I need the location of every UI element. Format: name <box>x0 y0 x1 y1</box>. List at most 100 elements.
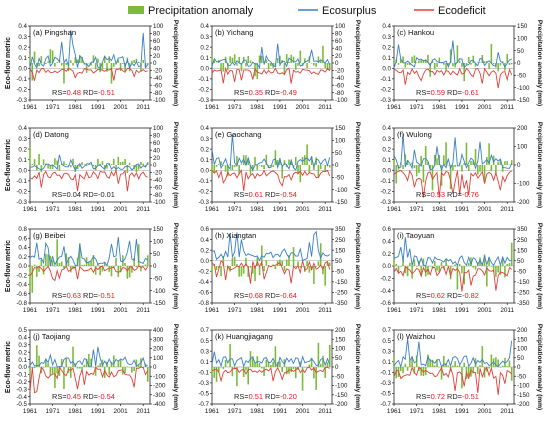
y2-tick-label: -200 <box>335 401 348 408</box>
y2-tick-label: 0 <box>153 364 157 371</box>
y2-tick-label: 350 <box>517 226 528 233</box>
x-tick-label: 1981 <box>68 104 83 111</box>
precip-bar <box>247 158 250 165</box>
ecodeficit-line <box>393 67 513 89</box>
precip-bar <box>456 266 459 290</box>
y-tick-label: 0.2 <box>200 44 209 51</box>
legend-precip-swatch <box>128 6 144 14</box>
y-tick-label: -0.2 <box>380 189 391 196</box>
precip-bar <box>101 63 104 70</box>
precip-bar <box>227 366 229 368</box>
x-tick-label: 2011 <box>318 408 332 415</box>
y-tick-label: -0.2 <box>16 189 27 196</box>
precip-bar <box>420 59 422 63</box>
y2-tick-label: 100 <box>335 23 346 30</box>
y-tick-label: 0.0 <box>18 364 27 371</box>
y2-tick-label: -200 <box>517 401 530 408</box>
precip-bar <box>429 359 432 367</box>
y-tick-label: -0.1 <box>16 372 27 379</box>
precip-bar <box>42 159 45 165</box>
precip-bar <box>137 61 140 63</box>
precip-bar <box>299 266 302 268</box>
y-tick-label: 0.3 <box>18 136 27 143</box>
y2-tick-label: -40 <box>153 177 163 184</box>
y2-tick-label: -100 <box>335 97 348 104</box>
y-tick-label: -0.3 <box>380 199 391 206</box>
precip-bar <box>317 261 320 266</box>
precip-bar <box>436 158 438 165</box>
precip-bar <box>328 63 331 71</box>
precip-bar <box>413 165 416 169</box>
rd-value: -0.82 <box>462 291 479 300</box>
panel-9: 0.6 0.4 0.2 0.0 -0.2 -0.4 -0.6 350 250 150 50 -50 -1… <box>380 223 543 314</box>
precip-bar <box>449 49 452 63</box>
precip-bar <box>429 165 432 170</box>
y2-tick-label: -50 <box>517 73 527 80</box>
y2-tick-label: 0 <box>517 162 521 169</box>
rd-label: RD= <box>447 392 462 401</box>
x-tick-label: 1991 <box>273 104 288 111</box>
y2-tick-label: -200 <box>517 199 530 206</box>
stat-line: RS=0.68 RD=-0.64 <box>234 291 297 300</box>
precip-bar <box>58 367 61 376</box>
precip-bar <box>40 367 43 374</box>
precip-bar <box>263 367 265 377</box>
ecodeficit-line <box>211 168 331 191</box>
x-tick-label: 1961 <box>205 104 220 111</box>
y2-tick-label: -100 <box>153 199 166 206</box>
precip-bar <box>251 266 254 274</box>
precip-bar <box>101 359 104 367</box>
ecodeficit-line <box>29 365 149 394</box>
precip-bar <box>258 55 261 63</box>
x-tick-label: 1981 <box>432 206 447 213</box>
precip-bar <box>299 361 302 367</box>
x-tick-label: 1961 <box>387 104 402 111</box>
precip-bar <box>501 365 504 367</box>
y-tick-label: -0.2 <box>16 379 27 386</box>
y-tick-label: 0.4 <box>18 125 27 132</box>
precip-bar <box>265 154 268 165</box>
y-tick-label: -0.5 <box>198 391 209 398</box>
precip-bar <box>292 56 295 63</box>
panel-title: (i) Taoyuan <box>397 231 434 240</box>
y-axis-label: Eco-flow metric <box>5 341 12 393</box>
precip-bar <box>265 359 268 367</box>
precip-bar <box>54 265 56 267</box>
precip-bar <box>495 357 497 367</box>
y2-tick-label: 50 <box>517 258 524 265</box>
precip-bar <box>285 367 288 375</box>
precip-bar <box>49 49 52 63</box>
precip-bar <box>38 355 40 367</box>
rs-value: 0.68 <box>249 291 263 300</box>
precip-bar <box>45 253 47 266</box>
y-tick-label: 0.2 <box>382 146 391 153</box>
precip-bar <box>415 266 418 267</box>
x-tick-label: 1971 <box>228 206 243 213</box>
precip-bar <box>213 367 216 378</box>
precip-bar <box>88 62 90 64</box>
precip-bar <box>506 53 508 63</box>
precip-bar <box>137 244 140 266</box>
precip-bar <box>54 63 56 67</box>
y2-axis-label: Precipitation anomaly (mm) <box>536 223 543 309</box>
precip-bar <box>247 367 250 385</box>
precip-bar <box>218 367 220 373</box>
y2-tick-label: 150 <box>517 23 528 30</box>
panel-1: 0.40.30.20.10.0-0.1-0.2-0.3100806040200-… <box>5 20 179 111</box>
y2-tick-label: -50 <box>335 373 345 380</box>
precip-bar <box>431 359 434 367</box>
x-tick-label: 1961 <box>23 206 38 213</box>
y2-tick-label: 0 <box>153 60 157 67</box>
y-tick-label: 0.7 <box>200 327 209 334</box>
y-tick-label: -0.2 <box>198 268 209 275</box>
precip-bar <box>54 158 56 165</box>
x-tick-label: 1981 <box>68 206 83 213</box>
precip-bar <box>481 165 484 171</box>
precip-bar <box>72 158 74 165</box>
y2-tick-label: 50 <box>517 48 524 55</box>
x-tick-label: 2011 <box>318 104 332 111</box>
precip-bar <box>213 59 216 63</box>
precip-bar <box>465 142 468 165</box>
precip-bar <box>326 63 329 70</box>
precip-bar <box>140 63 142 72</box>
